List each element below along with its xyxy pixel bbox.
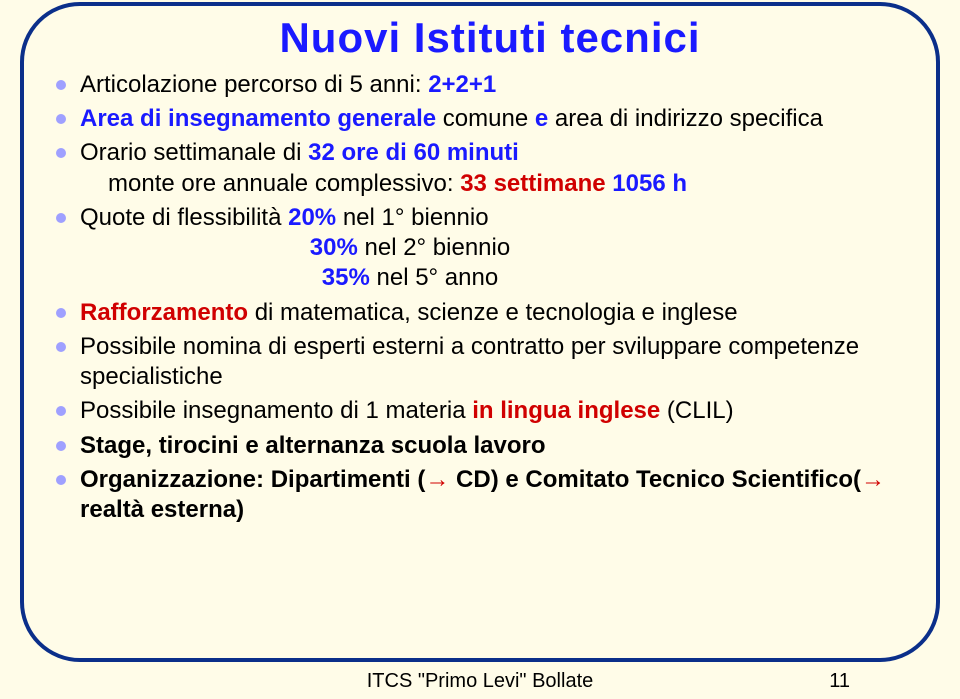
- highlight-blue: Area di insegnamento generale: [80, 105, 443, 132]
- text: Quote di flessibilità: [80, 204, 288, 231]
- highlight-red: Rafforzamento: [80, 299, 255, 326]
- list-item: Organizzazione: Dipartimenti (→ CD) e Co…: [50, 465, 922, 525]
- highlight-blue: 35%: [322, 264, 370, 291]
- list-item: Possibile insegnamento di 1 materia in l…: [50, 396, 922, 426]
- list-item: Quote di flessibilità 20% nel 1° biennio…: [50, 203, 922, 294]
- list-item: Possibile nomina di esperti esterni a co…: [50, 332, 922, 392]
- list-item: Articolazione percorso di 5 anni: 2+2+1: [50, 70, 922, 100]
- sub-line: 30% nel 2° biennio: [140, 233, 680, 263]
- highlight-red: in lingua inglese: [472, 397, 667, 424]
- slide-content: Nuovi Istituti tecnici Articolazione per…: [50, 14, 930, 529]
- sub-line: 35% nel 5° anno: [140, 263, 680, 293]
- bullet-list: Articolazione percorso di 5 anni: 2+2+1 …: [50, 70, 930, 525]
- text: (CLIL): [667, 397, 734, 424]
- slide-title: Nuovi Istituti tecnici: [50, 14, 930, 62]
- footer-text: ITCS "Primo Levi" Bollate: [0, 670, 960, 693]
- text-bold: realtà esterna): [80, 496, 244, 523]
- text: comune: [443, 105, 528, 132]
- text: nel 1° biennio: [336, 204, 488, 231]
- text: di matematica, scienze e tecnologia e in…: [255, 299, 738, 326]
- text-bold: Stage, tirocini e alternanza scuola lavo…: [80, 432, 545, 459]
- list-item: Area di insegnamento generale comune e a…: [50, 104, 922, 134]
- highlight-blue: 20%: [288, 204, 336, 231]
- highlight-blue: 30%: [310, 234, 358, 261]
- text: area di indirizzo specifica: [555, 105, 823, 132]
- highlight-blue: 32 ore di 60 minuti: [308, 139, 519, 166]
- list-item: Stage, tirocini e alternanza scuola lavo…: [50, 431, 922, 461]
- text: monte ore annuale complessivo:: [108, 170, 460, 197]
- highlight-blue: 1056 h: [612, 170, 687, 197]
- text-blue: e: [528, 105, 555, 132]
- list-item: Rafforzamento di matematica, scienze e t…: [50, 298, 922, 328]
- highlight-red: 33 settimane: [460, 170, 612, 197]
- arrow-icon: →: [861, 466, 885, 493]
- text: nel 2° biennio: [358, 234, 510, 261]
- sub-line: monte ore annuale complessivo: 33 settim…: [80, 169, 922, 199]
- text-bold: Organizzazione: Dipartimenti (: [80, 466, 425, 493]
- text: Orario settimanale di: [80, 139, 308, 166]
- text-bold: CD) e Comitato Tecnico Scientifico(: [449, 466, 861, 493]
- text: Articolazione percorso di 5 anni:: [80, 71, 428, 98]
- text: Possibile insegnamento di 1 materia: [80, 397, 472, 424]
- page-number: 11: [829, 670, 850, 693]
- text: Possibile nomina di esperti esterni a co…: [80, 333, 859, 390]
- highlight-blue: 2+2+1: [428, 71, 496, 98]
- arrow-icon: →: [425, 466, 449, 493]
- text: nel 5° anno: [370, 264, 498, 291]
- list-item: Orario settimanale di 32 ore di 60 minut…: [50, 138, 922, 198]
